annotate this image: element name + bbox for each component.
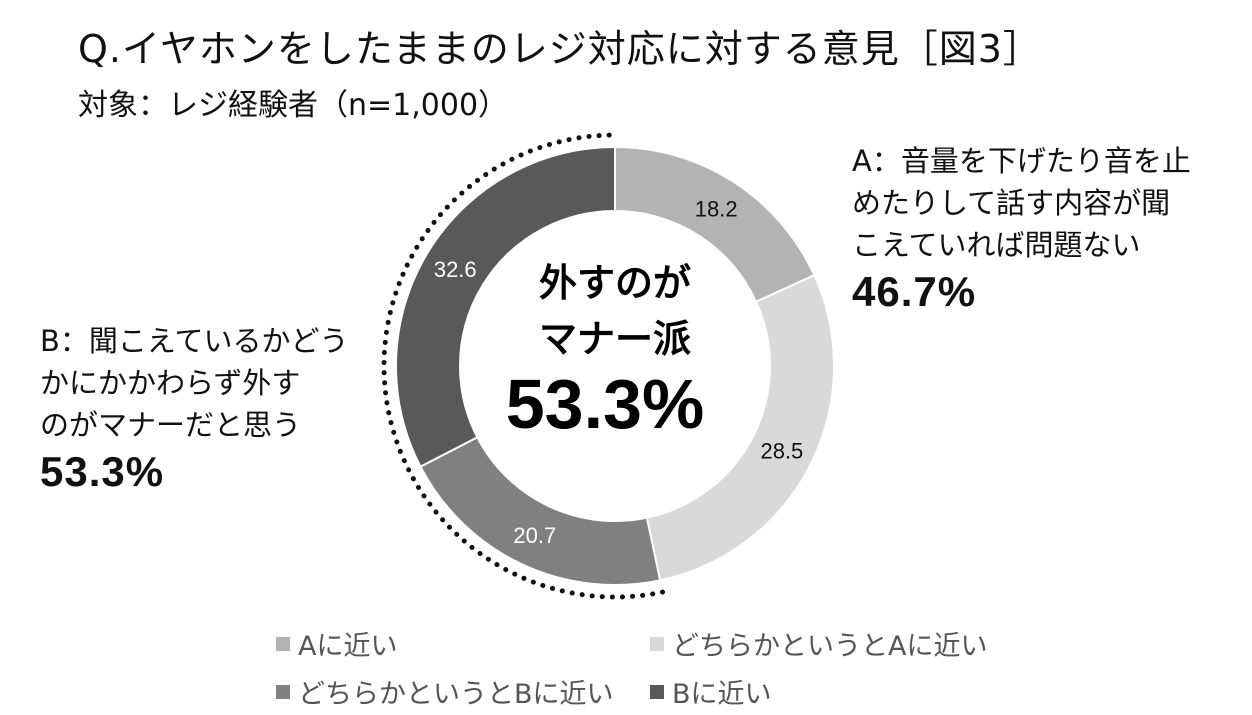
chart-subtitle: 対象：レジ経験者（n=1,000） bbox=[78, 88, 509, 123]
legend-swatch bbox=[650, 684, 664, 699]
annotation-b: B：聞こえているかどう かにかかわらず外す のがマナーだと思う 53.3% bbox=[40, 320, 348, 498]
legend-item-a: Aに近い bbox=[276, 624, 397, 663]
annotation-a-line: こえていれば問題ない bbox=[852, 228, 1141, 262]
legend-item-somewhat-a: どちらかというとAに近い bbox=[650, 624, 987, 663]
annotation-b-percent: 53.3% bbox=[40, 448, 165, 495]
group-b-dotted-arc bbox=[381, 132, 666, 600]
legend-label: どちらかというとAに近い bbox=[672, 631, 988, 662]
legend-item-b: Bに近い bbox=[650, 672, 772, 711]
donut-slice bbox=[645, 273, 835, 582]
legend-swatch bbox=[276, 636, 290, 651]
donut-slice bbox=[395, 145, 616, 468]
chart-title: Q.イヤホンをしたままのレジ対応に対する意見［図3］ bbox=[78, 27, 1042, 71]
legend-label: どちらかというとBに近い bbox=[298, 679, 614, 710]
legend-label: Bに近い bbox=[672, 679, 772, 710]
slice-value-label: 32.6 bbox=[434, 257, 477, 282]
annotation-b-line: かにかかわらず外す bbox=[40, 366, 301, 400]
slice-value-label: 18.2 bbox=[695, 197, 738, 222]
legend-swatch bbox=[276, 684, 290, 699]
annotation-a-percent: 46.7% bbox=[852, 268, 977, 315]
center-label-line1: 外すのが bbox=[539, 261, 691, 305]
donut-slice bbox=[419, 435, 662, 586]
center-label-line2: マナー派 bbox=[539, 317, 691, 361]
annotation-a-line: めたりして話す内容が聞 bbox=[852, 186, 1171, 220]
center-percent: 53.3% bbox=[506, 365, 704, 443]
annotation-a-line: A：音量を下げたり音を止 bbox=[852, 144, 1191, 178]
slice-value-label: 20.7 bbox=[513, 523, 556, 548]
annotation-b-line: B：聞こえているかどう bbox=[40, 324, 349, 358]
annotation-a: A：音量を下げたり音を止 めたりして話す内容が聞 こえていれば問題ない 46.7… bbox=[852, 140, 1191, 318]
legend-label: Aに近い bbox=[298, 631, 398, 662]
slice-value-label: 28.5 bbox=[760, 438, 803, 463]
legend-item-somewhat-b: どちらかというとBに近い bbox=[276, 672, 614, 711]
legend-swatch bbox=[650, 636, 664, 651]
annotation-b-line: のがマナーだと思う bbox=[40, 408, 302, 442]
